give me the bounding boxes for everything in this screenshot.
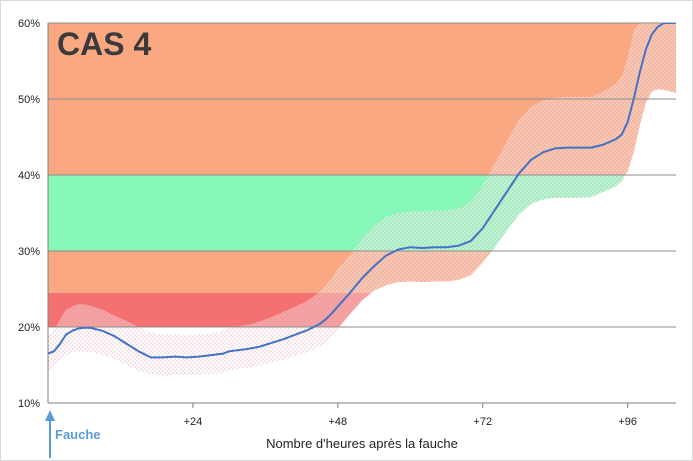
y-tick-label-0: 10% bbox=[18, 398, 40, 410]
below-band-area bbox=[48, 89, 676, 403]
y-tick-label-4: 50% bbox=[18, 94, 40, 106]
series-line bbox=[48, 23, 676, 359]
uncertainty-band bbox=[48, 23, 676, 376]
y-tick-label-1: 20% bbox=[18, 322, 40, 334]
x-tick-label-1: +48 bbox=[329, 416, 348, 428]
x-tick-label-2: +72 bbox=[473, 416, 492, 428]
y-tick-label-2: 30% bbox=[18, 246, 40, 258]
fauche-label: Fauche bbox=[55, 427, 101, 442]
x-tick-label-3: +96 bbox=[618, 416, 637, 428]
y-tick-label-3: 40% bbox=[18, 170, 40, 182]
chart-title: CAS 4 bbox=[57, 26, 151, 62]
x-axis-label: Nombre d'heures après la fauche bbox=[266, 436, 458, 451]
y-tick-label-5: 60% bbox=[18, 18, 40, 30]
fauche-arrow-head bbox=[45, 410, 55, 421]
x-tick-label-0: +24 bbox=[184, 416, 203, 428]
